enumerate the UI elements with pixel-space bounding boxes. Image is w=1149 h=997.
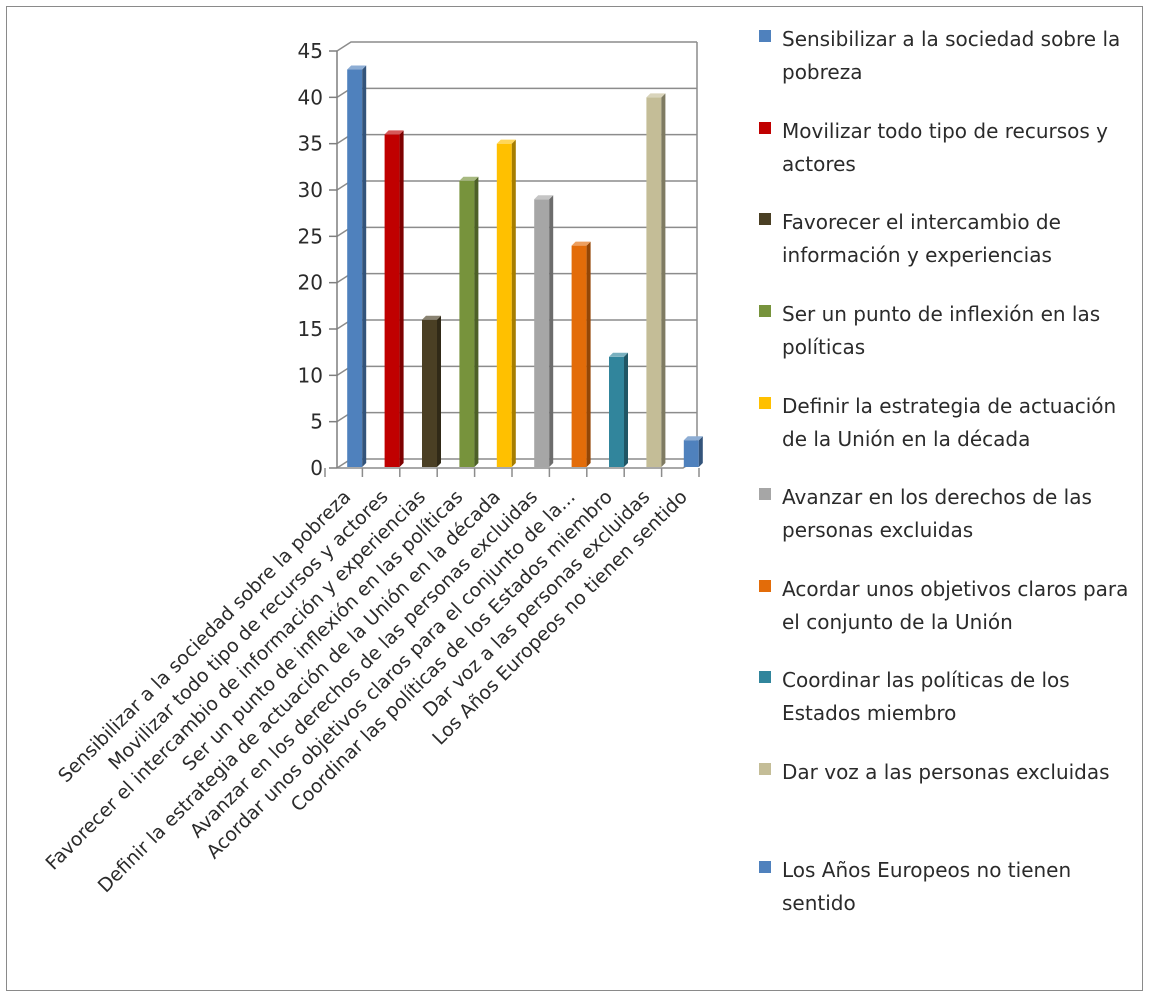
bar-side	[437, 315, 441, 467]
bar-front	[347, 69, 363, 468]
y-tick-label: 15	[298, 317, 323, 341]
legend-label: Avanzar en los derechos de las personas …	[782, 485, 1092, 542]
bar	[459, 176, 479, 467]
y-tick-label: 20	[298, 271, 323, 295]
legend-swatch	[759, 488, 771, 500]
bar-side	[661, 93, 666, 467]
legend-swatch	[759, 671, 771, 683]
bar-side	[624, 352, 628, 467]
bar-front	[496, 143, 512, 467]
legend-swatch	[759, 305, 771, 317]
bar-side	[362, 65, 367, 468]
legend-swatch	[759, 580, 771, 592]
legend-label: Los Años Europeos no tienen sentido	[782, 858, 1072, 915]
bar	[384, 130, 404, 467]
bar-top	[422, 315, 441, 320]
bar-top	[347, 65, 367, 70]
bar-top	[609, 352, 628, 357]
bar	[683, 436, 703, 467]
bar-front	[609, 356, 624, 467]
bar-front	[646, 97, 662, 467]
bar-top	[534, 195, 554, 200]
bar-side	[399, 130, 404, 467]
legend-swatch	[759, 397, 771, 409]
bar-side	[549, 195, 554, 467]
bar-top	[496, 139, 516, 144]
y-tick-label: 40	[298, 85, 323, 109]
y-tick-label: 10	[298, 363, 323, 387]
bar-top	[683, 436, 703, 441]
gridline	[336, 41, 697, 52]
legend-label: Dar voz a las personas excluidas	[782, 760, 1110, 784]
bar	[347, 65, 367, 468]
bar-top	[646, 93, 666, 98]
bar-front	[571, 245, 587, 467]
y-tick-label: 25	[298, 224, 323, 248]
bar-side	[586, 241, 591, 467]
bar-side	[511, 139, 516, 467]
bar-front	[422, 319, 437, 467]
legend-label: Movilizar todo tipo de recursos y actore…	[782, 119, 1108, 176]
bar	[496, 139, 516, 467]
legend-label: Ser un punto de inflexión en las polític…	[782, 302, 1101, 359]
legend-swatch	[759, 763, 771, 775]
bar-top	[459, 176, 479, 181]
bar-top	[384, 130, 404, 135]
gridline	[336, 87, 697, 98]
bar	[422, 315, 441, 467]
legend-label: Acordar unos objetivos claros para el co…	[782, 577, 1129, 634]
bar-front	[683, 440, 699, 467]
chart-frame: 0 5 10 15 20 25 30 35 40 45 Sensibilizar a la soci…	[6, 6, 1143, 991]
bar-top	[571, 241, 591, 246]
y-tick-label: 30	[298, 178, 323, 202]
legend-swatch	[759, 30, 771, 42]
legend-label: Favorecer el intercambio de información …	[782, 210, 1061, 267]
bar-front	[534, 199, 550, 467]
legend-swatch	[759, 213, 771, 225]
y-tick-label: 45	[298, 39, 323, 63]
legend-label: Definir la estrategia de actuación de la…	[782, 394, 1117, 451]
y-tick-label: 0	[310, 456, 323, 480]
legend-swatch	[759, 122, 771, 134]
x-tick-label: Acordar unos objetivos claros para el co…	[202, 486, 579, 863]
bar-side	[698, 436, 703, 467]
bar-side	[474, 176, 479, 467]
legend-label: Coordinar las políticas de los Estados m…	[782, 668, 1070, 725]
legend-swatch	[759, 861, 771, 873]
bar-front	[384, 134, 400, 467]
bar	[534, 195, 554, 467]
bar	[571, 241, 591, 467]
y-tick-label: 5	[310, 410, 323, 434]
bar	[646, 93, 666, 467]
bar	[609, 352, 628, 467]
legend-label: Sensibilizar a la sociedad sobre la pobr…	[782, 27, 1121, 84]
bar-front	[459, 180, 475, 467]
y-tick-label: 35	[298, 132, 323, 156]
